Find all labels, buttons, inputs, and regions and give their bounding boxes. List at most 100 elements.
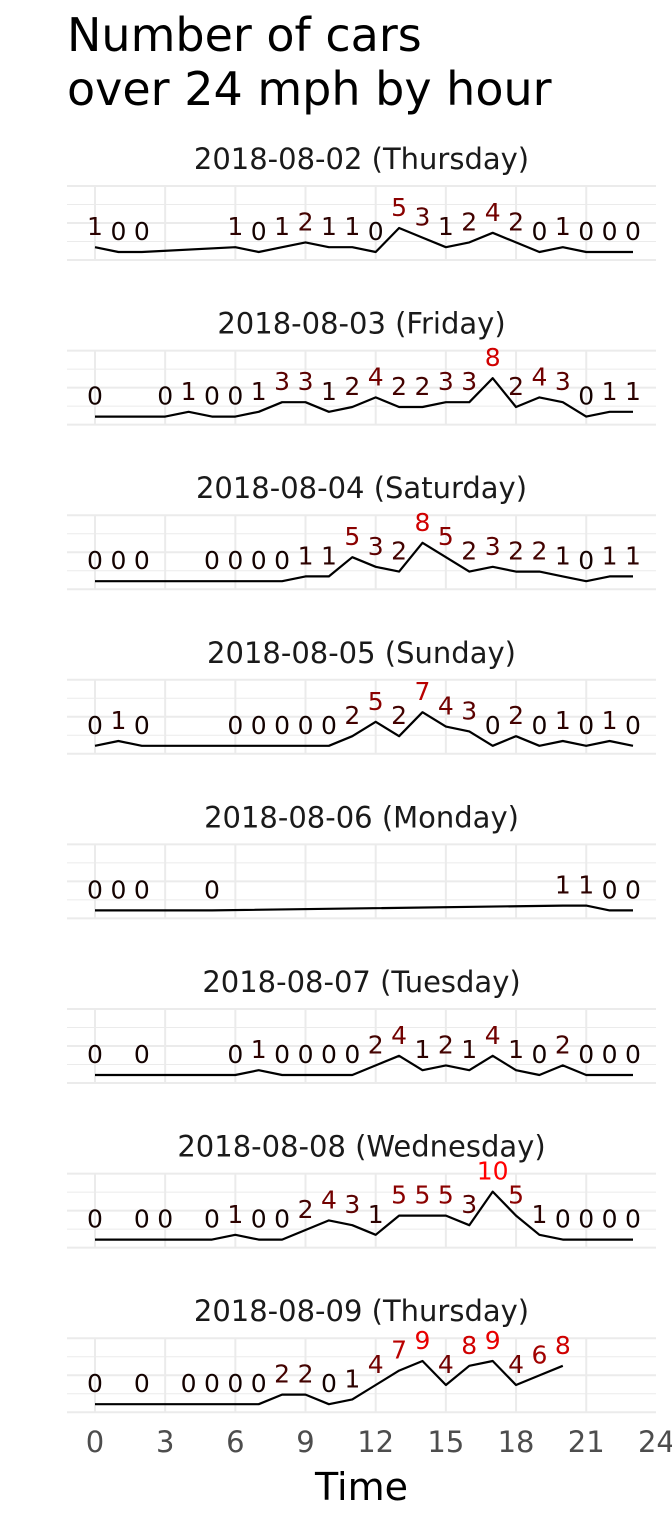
data-label: 0: [204, 382, 220, 411]
data-label: 0: [274, 1040, 290, 1069]
x-tick-label: 3: [156, 1425, 174, 1459]
series-line: [95, 1054, 633, 1077]
data-label: 0: [87, 546, 103, 575]
data-label: 5: [391, 1181, 407, 1210]
series-line: [94, 226, 633, 254]
data-label: 1: [555, 706, 571, 735]
data-label: 4: [531, 362, 547, 391]
data-label: 8: [415, 508, 431, 537]
data-label: 0: [625, 217, 641, 246]
data-label: 1: [602, 706, 618, 735]
panel-2018-08-05: 2018-08-05 (Sunday)0 1 0 0 0 0 0 0 2 5 27 4 3 0 2 0 1 0 1 0: [67, 636, 656, 755]
data-label: 0: [274, 1205, 290, 1234]
panel-title: 2018-08-07 (Tuesday): [202, 965, 520, 999]
data-label: 0: [251, 1369, 267, 1398]
x-tick-label: 24: [638, 1425, 672, 1459]
panel-title: 2018-08-05 (Sunday): [207, 636, 516, 670]
data-label: 1: [110, 706, 126, 735]
data-label: 0: [134, 1205, 150, 1234]
data-label: 4: [438, 692, 454, 721]
data-label: 2: [508, 537, 524, 566]
data-label: 3: [368, 532, 384, 561]
panel-title: 2018-08-03 (Friday): [217, 307, 505, 341]
series-line: [95, 1359, 564, 1406]
data-label: 10: [477, 1157, 509, 1186]
data-label: 0: [110, 875, 126, 904]
data-label: 2: [555, 1030, 571, 1059]
data-label: 0: [251, 1205, 267, 1234]
data-label: 1: [625, 541, 641, 570]
series-line: [94, 711, 634, 747]
data-label: 2: [531, 537, 547, 566]
data-label: 1: [181, 377, 197, 406]
series-line: [95, 377, 633, 418]
data-label: 1: [298, 541, 314, 570]
panel-2018-08-03: 2018-08-03 (Friday)0 0 1 0 0 1 3 3 1 2 4 2 2 3 382 4 3 0 1…: [67, 307, 656, 426]
data-label: 5: [438, 1181, 454, 1210]
chart-title-line-1: Number of cars: [67, 8, 422, 62]
data-label: 3: [461, 367, 477, 396]
data-label: 0: [157, 1205, 173, 1234]
data-label: 0: [204, 546, 220, 575]
x-tick-label: 9: [296, 1425, 314, 1459]
data-label: 2: [391, 701, 407, 730]
data-label: 0: [578, 711, 594, 740]
data-label: 0: [204, 1205, 220, 1234]
panel-title: 2018-08-09 (Thursday): [194, 1294, 529, 1328]
panel-2018-08-09: 2018-08-09 (Thursday)0 0 0 0 0 0 2 2 0 1 4 7 948 94 6 8: [67, 1294, 656, 1414]
data-label: 4: [438, 1350, 454, 1379]
data-label: 0: [227, 1369, 243, 1398]
data-label: 0: [344, 1040, 360, 1069]
data-label: 0: [321, 711, 337, 740]
data-label: 0: [531, 217, 547, 246]
data-label: 9: [415, 1326, 431, 1355]
data-label: 1: [251, 1035, 267, 1064]
data-label: 1: [415, 1035, 431, 1064]
data-label: 2: [508, 372, 524, 401]
data-label: 5: [368, 687, 384, 716]
panel-2018-08-02: 2018-08-02 (Thursday)1 0 0 1 0 1 2 1 1 05 3 1 2 4 2 0 1 0…: [67, 142, 656, 261]
data-label: 1: [602, 541, 618, 570]
data-label: 2: [415, 372, 431, 401]
data-label: 1: [321, 377, 337, 406]
data-label: 0: [87, 711, 103, 740]
panel-2018-08-04: 2018-08-04 (Saturday)0 0 0 0 0 0 0 1 15 3 28 5 2 3 2 2 1…: [67, 471, 656, 591]
x-tick-label: 6: [226, 1425, 244, 1459]
panel-2018-08-06: 2018-08-06 (Monday)0 0 0 0 1 1 0 0: [67, 800, 656, 920]
data-label: 0: [625, 1040, 641, 1069]
data-label: 0: [602, 1040, 618, 1069]
data-label: 0: [134, 1040, 150, 1069]
data-label: 1: [227, 1200, 243, 1229]
data-label: 0: [87, 1205, 103, 1234]
data-label: 0: [578, 217, 594, 246]
data-label: 1: [531, 1200, 547, 1229]
data-label: 0: [204, 875, 220, 904]
data-label: 5: [508, 1181, 524, 1210]
data-label: 0: [134, 711, 150, 740]
data-label: 0: [134, 217, 150, 246]
data-label: 0: [602, 875, 618, 904]
data-label: 4: [485, 198, 501, 227]
data-label: 1: [578, 871, 594, 900]
data-label: 5: [391, 193, 407, 222]
data-label: 0: [578, 1205, 594, 1234]
data-label: 1: [625, 377, 641, 406]
data-label: 4: [368, 362, 384, 391]
data-label: 0: [87, 1040, 103, 1069]
panel-2018-08-08: 2018-08-08 (Wednesday)0 0 0 0 1 0 0 2 4 3 15 5 5 3105…: [67, 1130, 656, 1249]
data-label: 3: [274, 367, 290, 396]
data-label: 2: [344, 701, 360, 730]
data-label: 8: [461, 1331, 477, 1360]
data-label: 0: [157, 382, 173, 411]
data-label: 4: [321, 1185, 337, 1214]
data-label: 8: [555, 1331, 571, 1360]
data-label: 2: [344, 372, 360, 401]
data-label: 0: [485, 711, 501, 740]
data-label: 2: [461, 207, 477, 236]
data-label: 2: [298, 1195, 314, 1224]
x-tick-label: 18: [498, 1425, 535, 1459]
data-label: 1: [321, 541, 337, 570]
data-label: 0: [87, 875, 103, 904]
data-label: 4: [508, 1350, 524, 1379]
data-label: 0: [531, 711, 547, 740]
